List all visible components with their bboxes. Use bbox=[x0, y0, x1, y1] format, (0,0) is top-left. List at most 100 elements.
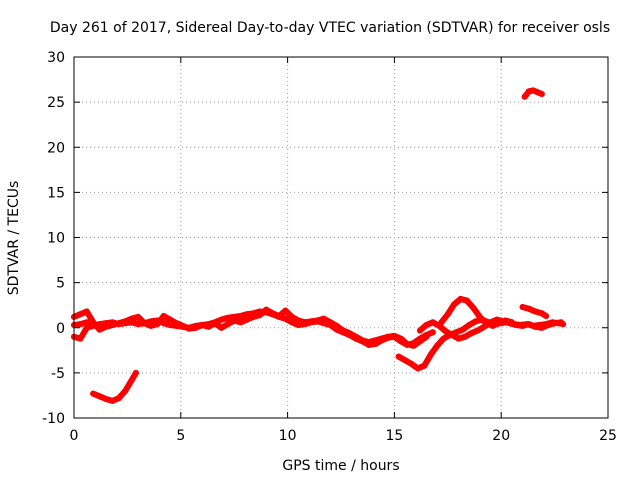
data-point bbox=[109, 397, 116, 404]
y-tick-label: 30 bbox=[47, 50, 65, 66]
data-point bbox=[218, 324, 225, 331]
data-point bbox=[282, 307, 289, 314]
data-point bbox=[476, 313, 483, 320]
data-point bbox=[231, 317, 238, 324]
data-point bbox=[147, 322, 154, 329]
data-point bbox=[459, 326, 466, 333]
x-tick-label: 25 bbox=[599, 428, 617, 444]
data-point bbox=[77, 311, 84, 318]
data-point bbox=[489, 322, 496, 329]
data-point bbox=[244, 316, 250, 323]
data-point bbox=[327, 319, 334, 326]
data-point bbox=[96, 393, 103, 400]
x-tick-label: 20 bbox=[492, 428, 510, 444]
data-point bbox=[526, 321, 532, 328]
data-point bbox=[109, 322, 116, 328]
data-point bbox=[333, 322, 340, 329]
data-point bbox=[353, 333, 359, 340]
series-layer bbox=[71, 87, 567, 404]
data-point bbox=[474, 327, 481, 334]
data-point bbox=[96, 326, 103, 333]
data-point bbox=[417, 327, 423, 334]
data-point bbox=[519, 322, 526, 329]
data-point bbox=[372, 337, 379, 344]
data-point bbox=[103, 396, 109, 402]
series-track-9 bbox=[521, 87, 545, 100]
data-point bbox=[521, 93, 528, 100]
data-point bbox=[365, 339, 372, 346]
data-point bbox=[186, 325, 193, 332]
data-point bbox=[250, 313, 257, 320]
series-track-8 bbox=[519, 304, 550, 319]
tick-layer bbox=[73, 56, 609, 419]
data-point bbox=[532, 323, 539, 330]
data-point bbox=[470, 304, 477, 311]
data-point bbox=[461, 333, 468, 340]
data-point bbox=[276, 313, 283, 319]
data-point bbox=[472, 318, 479, 325]
chart-title: Day 261 of 2017, Sidereal Day-to-day VTE… bbox=[50, 20, 610, 36]
data-point bbox=[538, 91, 545, 97]
data-point bbox=[402, 357, 409, 364]
data-point bbox=[218, 316, 225, 323]
data-point bbox=[423, 322, 430, 328]
data-point bbox=[457, 295, 464, 302]
data-point bbox=[427, 351, 434, 358]
data-point bbox=[83, 324, 90, 331]
data-point bbox=[532, 308, 539, 315]
data-point bbox=[395, 353, 402, 360]
data-point bbox=[320, 315, 327, 322]
data-point bbox=[558, 319, 564, 326]
data-point bbox=[551, 320, 558, 327]
data-point bbox=[385, 333, 391, 340]
x-axis-label: GPS time / hours bbox=[282, 458, 399, 474]
y-tick-label: -5 bbox=[51, 366, 65, 382]
data-point bbox=[167, 316, 174, 323]
data-point bbox=[545, 322, 552, 328]
data-point bbox=[237, 313, 244, 319]
data-point bbox=[502, 317, 509, 324]
data-point bbox=[314, 317, 321, 324]
data-point bbox=[408, 360, 415, 367]
data-point bbox=[122, 318, 129, 325]
data-point bbox=[295, 317, 302, 324]
data-point bbox=[538, 310, 545, 317]
series-track-4 bbox=[90, 369, 139, 404]
data-point bbox=[346, 330, 353, 337]
series-track-2 bbox=[71, 306, 430, 349]
data-point bbox=[128, 315, 135, 322]
data-point bbox=[483, 320, 490, 327]
data-point bbox=[519, 304, 526, 310]
x-tick-label: 10 bbox=[279, 428, 297, 444]
data-point bbox=[442, 328, 449, 335]
data-point bbox=[434, 342, 441, 349]
data-point bbox=[308, 318, 315, 325]
data-point bbox=[173, 320, 180, 327]
data-point bbox=[417, 338, 423, 345]
x-tick-label: 5 bbox=[176, 428, 185, 444]
series-track-7 bbox=[438, 295, 515, 329]
data-point bbox=[135, 313, 142, 320]
data-point bbox=[224, 321, 231, 328]
data-point bbox=[199, 322, 206, 328]
data-point bbox=[378, 335, 385, 342]
data-point bbox=[496, 320, 503, 327]
y-tick-label: 25 bbox=[47, 95, 65, 111]
data-point bbox=[282, 315, 289, 322]
data-point bbox=[429, 329, 436, 336]
data-point bbox=[263, 306, 270, 313]
data-point bbox=[543, 313, 550, 319]
data-point bbox=[359, 337, 366, 344]
data-point bbox=[464, 297, 470, 304]
data-point bbox=[122, 387, 129, 394]
x-tick-label: 15 bbox=[385, 428, 403, 444]
data-point bbox=[455, 335, 462, 342]
data-point bbox=[391, 332, 398, 339]
data-point bbox=[269, 310, 276, 317]
data-point bbox=[244, 311, 250, 318]
data-point bbox=[128, 377, 135, 384]
y-tick-label: 10 bbox=[47, 231, 65, 247]
data-point bbox=[288, 313, 295, 320]
y-tick-label: -10 bbox=[42, 411, 65, 427]
